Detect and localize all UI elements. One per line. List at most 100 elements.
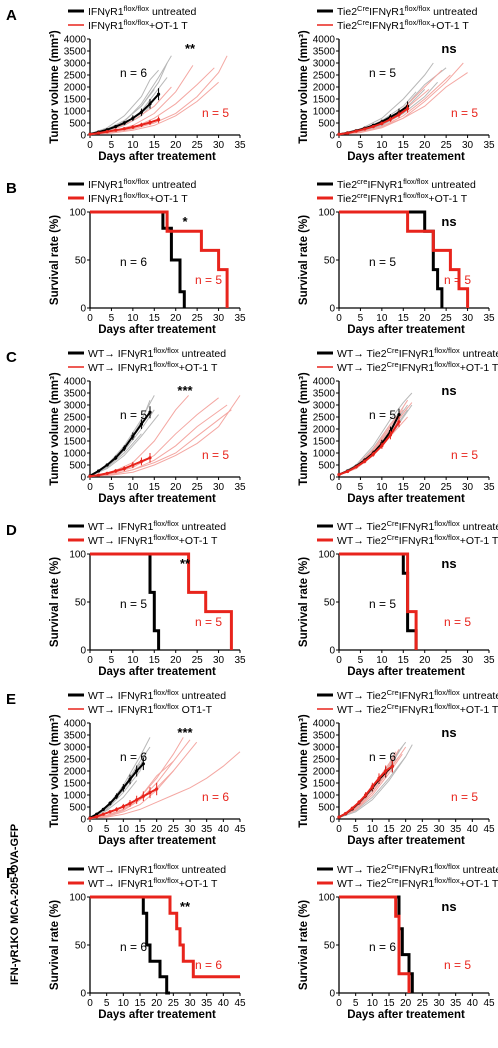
y-tick-label: 3000 (64, 401, 87, 412)
control-individual-line (338, 392, 413, 476)
significance-label: ** (180, 556, 191, 571)
x-tick-label: 35 (483, 482, 495, 493)
legend-superscript: flox/flox (153, 702, 179, 711)
x-tick-label: 15 (149, 655, 161, 666)
panel-letter: E (6, 691, 16, 708)
x-tick-label: 5 (353, 824, 359, 835)
x-tick-label: 15 (134, 824, 146, 835)
treated-mean-point (122, 467, 126, 471)
treated-mean-point (114, 128, 118, 132)
x-axis-label: Days after treatement (98, 835, 216, 847)
x-tick-label: 30 (213, 655, 225, 666)
control-survival-curve (339, 210, 444, 308)
legend-text: untreated (430, 6, 477, 18)
y-axis-label: Survival rate (%) (49, 557, 61, 647)
x-tick-label: 15 (149, 140, 161, 151)
treated-mean-point (380, 121, 384, 126)
significance-label: ** (185, 41, 196, 56)
y-tick-label: 1000 (313, 791, 336, 802)
legend-label: WT→ Tie2CreIFNγR1flox/flox+OT-1 T (337, 360, 498, 374)
legend-superscript: flox/flox (153, 688, 179, 697)
x-tick-label: 15 (398, 313, 410, 324)
significance-label: ns (441, 214, 456, 229)
legend-text: WT→ Tie2 (337, 521, 387, 533)
y-tick-label: 2000 (313, 83, 336, 94)
y-tick-label: 100 (318, 550, 335, 561)
x-axis-label: Days after treatement (347, 493, 465, 505)
legend-label: IFNγR1flox/flox untreated (88, 177, 196, 191)
treated-mean-point (363, 127, 367, 131)
x-tick-label: 0 (87, 482, 93, 493)
treated-mean-point (388, 117, 393, 121)
treated-mean-point (354, 465, 358, 469)
y-tick-label: 3000 (313, 401, 336, 412)
treated-mean-point (105, 471, 109, 475)
y-tick-label: 0 (329, 989, 335, 1000)
x-tick-label: 10 (127, 313, 139, 324)
legend-label: IFNγR1flox/flox+OT-1 T (88, 191, 188, 205)
n-treated-label: n = 6 (195, 958, 222, 972)
legend-text: untreated (179, 864, 226, 876)
treated-mean-point (101, 812, 105, 816)
x-tick-label: 40 (467, 998, 479, 1009)
y-axis-label: Tumor volume (mm³) (298, 714, 310, 828)
legend-text: untreated (429, 179, 476, 191)
control-mean-point (96, 469, 101, 473)
control-mean-line (338, 414, 400, 476)
x-axis-label: Days after treatement (98, 324, 216, 336)
legend-superscript: flox/flox (405, 18, 431, 27)
y-tick-label: 2000 (313, 425, 336, 436)
legend-superscript: flox/flox (153, 876, 179, 885)
y-tick-label: 3500 (64, 389, 87, 400)
legend-superscript: flox/flox (434, 360, 460, 369)
legend-text: WT→ Tie2 (337, 535, 387, 547)
n-control-label: n = 6 (369, 750, 396, 764)
treated-individual-line (338, 74, 451, 135)
legend-superscript: flox/flox (434, 862, 460, 871)
x-tick-label: 45 (483, 998, 495, 1009)
n-control-label: n = 5 (120, 408, 147, 422)
treated-mean-point (364, 793, 368, 797)
x-axis-label: Days after treatement (347, 151, 465, 163)
x-tick-label: 0 (87, 824, 93, 835)
n-treated-label: n = 5 (195, 273, 222, 287)
legend-text: IFNγR1 (399, 704, 435, 716)
treated-mean-point (108, 810, 112, 814)
x-tick-label: 5 (358, 655, 364, 666)
x-tick-label: 0 (336, 313, 342, 324)
treated-mean-point (370, 785, 374, 789)
x-tick-label: 40 (467, 824, 479, 835)
legend-text: OT1-T (179, 704, 213, 716)
legend-text: WT→ IFNγR1 (88, 362, 153, 374)
treated-mean-point (121, 804, 125, 809)
legend-text: +OT-1 T (149, 193, 188, 205)
y-tick-label: 1500 (313, 95, 336, 106)
panel-letter: A (6, 7, 17, 24)
panel-letter: F (6, 865, 15, 882)
x-tick-label: 25 (441, 313, 453, 324)
x-tick-label: 10 (376, 313, 388, 324)
n-treated-label: n = 5 (202, 448, 229, 462)
x-tick-label: 35 (234, 140, 246, 151)
x-tick-label: 5 (104, 998, 110, 1009)
legend-text: +OT-1 T (149, 20, 188, 32)
x-tick-label: 0 (87, 313, 93, 324)
panel-letter: D (6, 522, 17, 539)
y-tick-label: 4000 (64, 35, 87, 46)
x-tick-label: 35 (201, 824, 213, 835)
y-tick-label: 1000 (64, 449, 87, 460)
legend-label: WT→ IFNγR1flox/flox untreated (88, 519, 226, 533)
legend-text: WT→ IFNγR1 (88, 704, 153, 716)
y-tick-label: 2500 (313, 755, 336, 766)
y-tick-label: 4000 (64, 719, 87, 730)
x-tick-label: 25 (441, 482, 453, 493)
y-tick-label: 50 (324, 598, 336, 609)
x-tick-label: 0 (87, 140, 93, 151)
legend-text: IFNγR1 (399, 348, 435, 360)
legend-label: Tie2creIFNγR1flox/flox+OT-1 T (337, 191, 468, 205)
y-tick-label: 0 (329, 304, 335, 315)
y-tick-label: 1500 (64, 779, 87, 790)
y-axis-label: Survival rate (%) (49, 215, 61, 305)
